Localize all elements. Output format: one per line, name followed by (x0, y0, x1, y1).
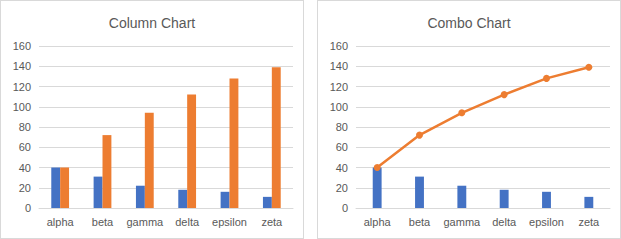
svg-text:beta: beta (92, 216, 114, 228)
svg-text:gamma: gamma (443, 216, 481, 228)
svg-text:100: 100 (13, 101, 31, 113)
svg-text:120: 120 (330, 81, 348, 93)
svg-text:40: 40 (336, 162, 348, 174)
svg-text:delta: delta (175, 216, 200, 228)
svg-text:60: 60 (336, 141, 348, 153)
svg-text:40: 40 (19, 162, 31, 174)
svg-text:100: 100 (330, 101, 348, 113)
svg-text:Combo Chart: Combo Chart (427, 15, 510, 31)
svg-text:delta: delta (492, 216, 517, 228)
svg-text:epsilon: epsilon (529, 216, 564, 228)
svg-text:alpha: alpha (47, 216, 75, 228)
svg-text:160: 160 (330, 40, 348, 52)
svg-text:Column Chart: Column Chart (109, 15, 195, 31)
svg-text:zeta: zeta (261, 216, 283, 228)
svg-text:epsilon: epsilon (212, 216, 247, 228)
svg-text:60: 60 (19, 141, 31, 153)
svg-text:160: 160 (13, 40, 31, 52)
svg-text:80: 80 (336, 121, 348, 133)
svg-text:20: 20 (336, 182, 348, 194)
svg-text:20: 20 (19, 182, 31, 194)
svg-text:80: 80 (19, 121, 31, 133)
svg-text:0: 0 (342, 202, 348, 214)
svg-text:0: 0 (25, 202, 31, 214)
svg-text:gamma: gamma (126, 216, 164, 228)
svg-text:140: 140 (13, 60, 31, 72)
svg-text:beta: beta (409, 216, 431, 228)
svg-text:alpha: alpha (364, 216, 392, 228)
svg-text:120: 120 (13, 81, 31, 93)
svg-text:140: 140 (330, 60, 348, 72)
svg-text:zeta: zeta (578, 216, 600, 228)
